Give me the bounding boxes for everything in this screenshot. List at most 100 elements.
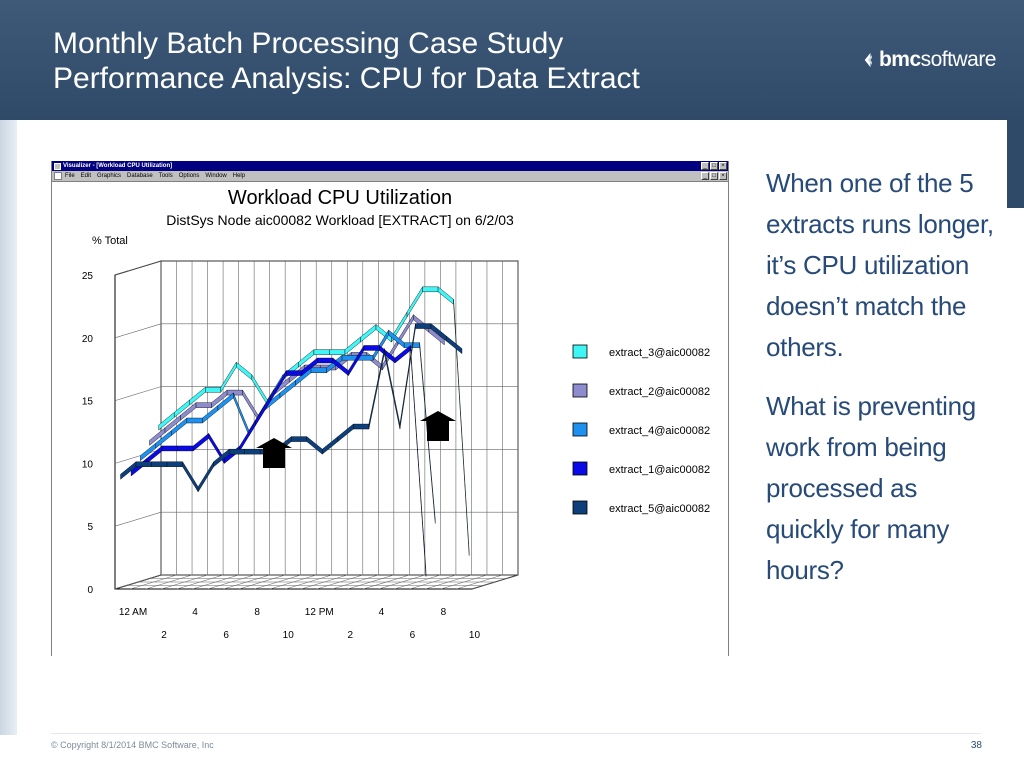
back-wall <box>160 260 519 576</box>
series-segment <box>186 417 203 424</box>
y-tick-label: 15 <box>82 397 94 408</box>
window-titlebar[interactable]: Visualizer - [Workload CPU Utilization] … <box>52 161 728 171</box>
x-tick-label: 8 <box>441 607 447 618</box>
legend-label: extract_5@aic00082 <box>609 503 710 515</box>
copyright: © Copyright 8/1/2014 BMC Software, Inc <box>51 740 214 750</box>
legend-swatch <box>572 461 588 476</box>
series-segment <box>310 367 327 373</box>
logo-rest-text: software <box>920 48 997 71</box>
legend-swatch <box>572 500 588 515</box>
bmc-logo: bmcsoftware <box>864 44 997 76</box>
y-tick-label: 0 <box>87 585 93 596</box>
series-segment <box>415 323 432 329</box>
app-icon[interactable] <box>54 162 61 170</box>
slide-header: Monthly Batch Processing Case Study Perf… <box>0 0 1024 120</box>
doc-maximize-button[interactable]: □ <box>710 172 718 180</box>
series-segment <box>161 445 178 452</box>
chart-legend: extract_3@aic00082 extract_2@aic00082extr… <box>572 344 710 515</box>
series-segment <box>453 299 470 556</box>
bmc-logo-icon <box>864 52 872 68</box>
series-segment <box>428 326 445 346</box>
x-tick-label: 10 <box>283 630 295 641</box>
grid-horizontal <box>114 574 162 590</box>
series-segment <box>151 461 168 467</box>
series-segment <box>291 436 307 442</box>
series-segment <box>166 461 183 467</box>
x-tick-label: 12 AM <box>119 607 147 618</box>
chart-frame: 0 5 10 15 20 25 <box>82 260 519 596</box>
x-tick-label: 4 <box>192 607 198 618</box>
series-segment <box>177 445 194 452</box>
series-segment <box>353 423 370 430</box>
x-tick-label: 8 <box>254 607 260 618</box>
menu-edit[interactable]: Edit <box>80 173 92 179</box>
slide-title: Monthly Batch Processing Case Study Perf… <box>53 26 640 96</box>
y-tick-label: 20 <box>82 334 94 345</box>
legend-swatch <box>572 383 588 398</box>
grid-horizontal <box>114 260 162 276</box>
y-tick-label: 10 <box>82 459 94 470</box>
body-paragraph-2: What is preventing work from being proce… <box>766 391 976 585</box>
grid-horizontal <box>114 449 162 464</box>
series-segment <box>329 349 346 355</box>
series-segment <box>244 448 261 455</box>
x-tick-label: 12 PM <box>305 607 334 618</box>
series-extract-3 <box>158 286 470 556</box>
document-controls: _ □ × <box>701 172 727 180</box>
left-wall <box>114 260 162 590</box>
right-decor-strip <box>1007 120 1024 208</box>
chart-subtitle: DistSys Node aic00082 Workload [EXTRACT]… <box>166 212 514 228</box>
series-segment <box>363 345 380 351</box>
y-tick-label: 25 <box>82 271 94 282</box>
menu-help[interactable]: Help <box>232 173 246 179</box>
x-tick-label: 2 <box>348 630 354 641</box>
legend-label: extract_1@aic00082 <box>609 464 710 476</box>
footer-divider <box>51 733 981 734</box>
menu-database[interactable]: Database <box>127 173 153 179</box>
up-arrow-annotation <box>420 411 456 441</box>
menu-window[interactable]: Window <box>205 173 227 179</box>
left-decor-strip <box>0 120 17 735</box>
menu-options[interactable]: Options <box>178 173 200 179</box>
series-segment <box>446 335 463 355</box>
menubar: File Edit Graphics Database Tools Option… <box>52 171 728 182</box>
series-segment <box>135 461 152 467</box>
y-axis-label: % Total <box>92 235 128 247</box>
document-icon[interactable] <box>54 172 62 180</box>
legend-label: extract_4@aic00082 <box>609 425 710 437</box>
window-title: Visualizer - [Workload CPU Utilization] <box>63 163 173 169</box>
cpu-utilization-chart: 0 5 10 15 20 25 % Total 12 AM 4 8 12 PM 4 8 2 6 10 2 6 10 e… <box>82 235 710 641</box>
series-segment <box>317 357 334 364</box>
slide-title-line-1: Monthly Batch Processing Case Study <box>53 27 564 60</box>
x-tick-label: 4 <box>379 607 385 618</box>
series-extract-1 <box>130 344 427 577</box>
menu-file[interactable]: File <box>65 173 75 179</box>
slide-title-line-2: Performance Analysis: CPU for Data Extra… <box>53 62 640 95</box>
maximize-button[interactable]: □ <box>710 162 718 170</box>
body-paragraph-1: When one of the 5 extracts runs longer, … <box>766 168 994 362</box>
series-segment <box>228 448 245 455</box>
x-tick-label: 6 <box>410 630 416 641</box>
up-arrow-annotation <box>256 438 292 468</box>
chart-title: Workload CPU Utilization <box>227 187 453 209</box>
menu-tools[interactable]: Tools <box>158 173 173 179</box>
window-controls: _ □ × <box>701 162 727 170</box>
series-segment <box>226 389 243 396</box>
chart-area: Workload CPU Utilization DistSys Node ai… <box>52 183 728 656</box>
doc-minimize-button[interactable]: _ <box>701 172 709 180</box>
visualizer-window: Visualizer - [Workload CPU Utilization] … <box>51 161 729 656</box>
legend-swatch <box>572 344 588 359</box>
grid-horizontal <box>114 323 162 339</box>
grid-horizontal <box>114 386 162 401</box>
series-segment <box>422 286 439 293</box>
doc-close-button[interactable]: × <box>719 172 727 180</box>
menu-graphics[interactable]: Graphics <box>97 173 122 179</box>
close-button[interactable]: × <box>719 162 727 170</box>
page-number: 38 <box>970 740 982 751</box>
x-tick-label: 10 <box>469 630 481 641</box>
y-tick-label: 5 <box>87 522 93 533</box>
minimize-button[interactable]: _ <box>701 162 709 170</box>
series-segment <box>286 370 303 376</box>
legend-label: extract_3@aic00082 <box>609 347 710 359</box>
series-segment <box>205 387 221 393</box>
